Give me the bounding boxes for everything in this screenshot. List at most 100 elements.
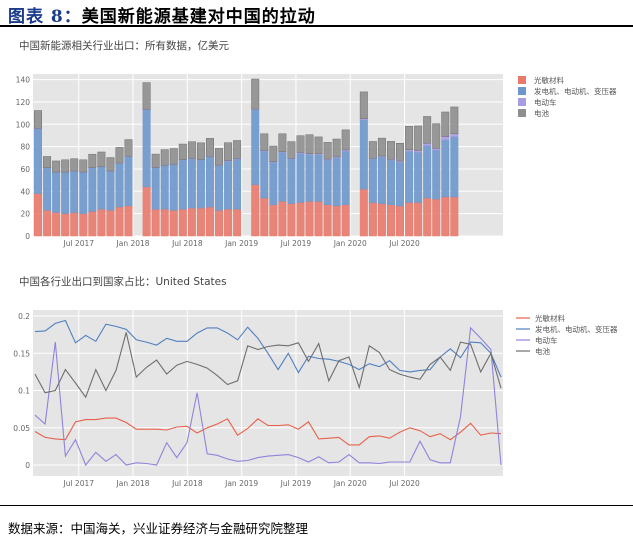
legend-label: 发电机、电动机、变压器 [535,324,618,334]
x-tick-label: Jul 2019 [280,239,312,248]
bar-segment [215,210,224,237]
bar-segment [206,206,214,237]
x-tick-label: Jan 2019 [224,239,258,248]
y-tick-label: 120 [16,98,31,107]
bar-segment [341,129,350,151]
bar-segment [43,167,52,211]
bar-segment [359,188,368,237]
bar-segment [414,125,423,151]
bar-segment [405,150,414,203]
bar-segment [296,202,305,237]
bar-segment [450,196,459,237]
bar-segment [323,142,332,160]
bar-segment [151,167,160,210]
bar-segment [52,160,61,173]
bar-segment [260,133,269,151]
bar-segment [151,153,160,168]
bar-segment [405,202,414,237]
bar-segment [260,197,269,237]
bar-segment [414,151,423,203]
legend-label: 电动车 [534,97,557,107]
y-tick-label: 0.15 [13,349,30,358]
x-tick-label: Jul 2017 [62,479,94,488]
bar-segment [441,136,450,141]
bar-segment [287,158,296,204]
bar-segment [251,78,260,110]
line-chart: 0 0.05 0.1 0.15 0.2 Jul 2017 Jan 2018 Jul 2018 J… [13,310,618,488]
series-line [34,326,502,467]
bar-segment [178,143,187,160]
bar-segment [441,139,450,198]
bar-segment [314,154,323,202]
bar-segment [106,157,115,172]
legend-label: 电池 [534,108,549,118]
bar-segment [332,138,341,158]
bar-segment [115,147,124,164]
bar-segment [269,204,278,237]
bar-segment [34,128,42,194]
bar-segment [88,211,97,237]
bar-segment [196,207,205,237]
bar-segment [169,148,178,165]
bar-segment [142,82,151,110]
bar-chart-title: 中国新能源相关行业出口：所有数据，亿美元 [19,40,229,52]
bar-segment [187,158,196,209]
bar-segment [305,154,314,202]
legend-label: 光敏材料 [535,313,565,323]
bar-segment [178,159,187,210]
bar-segment [296,153,305,203]
bar-segment [61,159,70,173]
bar-segment [142,109,151,188]
bar-segment [287,203,296,237]
y-tick-label: 60 [20,165,30,174]
source-note: 数据来源：中国海关，兴业证券经济与金融研究院整理 [8,521,309,536]
bar-segment [387,141,395,160]
bar-segment [368,158,377,203]
bar-segment [377,137,386,157]
series-line [34,332,502,399]
bar-segment [450,133,459,137]
bar-segment [52,212,61,237]
bar-segment [187,141,196,159]
bar-segment [278,133,287,152]
bar-segment [387,159,395,205]
bar-segment [432,149,441,200]
x-tick-label: Jan 2018 [116,479,150,488]
bar-segment [233,140,242,159]
series-line [34,319,502,378]
bar-segment [359,91,368,119]
bar-segment [441,196,450,237]
legend-label: 发电机、电动机、变压器 [534,86,617,96]
x-tick-label: Jul 2017 [62,239,94,248]
bar-segment [224,208,233,237]
legend-label: 电动车 [535,335,558,345]
x-tick-label: Jan 2019 [224,479,258,488]
bar-segment [269,145,278,162]
top-rule [0,25,633,27]
bar-segment [106,170,115,211]
bar-segment [432,198,441,237]
bar-segment [115,206,124,237]
bar-segment [423,197,432,237]
bar-segment [278,201,287,237]
bar-segment [52,172,61,213]
y-tick-label: 0.05 [13,424,30,433]
bar-segment [169,210,178,237]
bar-segment [61,172,70,214]
bar-segment [260,150,269,199]
bar-segment [368,202,377,237]
bar-segment [296,135,305,153]
y-tick-label: 0 [25,232,30,241]
x-tick-label: Jan 2020 [333,479,367,488]
bar-segment [61,213,70,237]
bar-segment [160,208,169,237]
y-tick-label: 80 [20,143,30,152]
bottom-rule [0,505,633,506]
bar-segment [305,134,314,154]
y-tick-label: 20 [20,210,30,219]
legend-swatch [518,87,526,95]
bar-segment [97,208,106,237]
bar-segment [368,141,377,159]
bar-segment [423,143,432,146]
plot-background [33,310,503,476]
